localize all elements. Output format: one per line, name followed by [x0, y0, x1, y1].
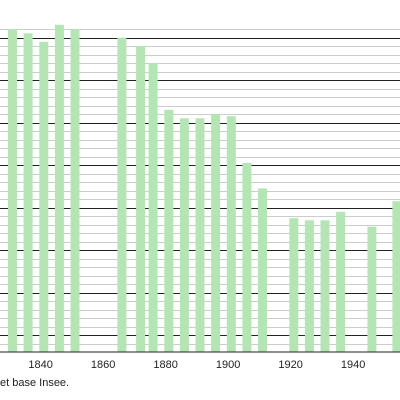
bar-1954: [392, 201, 400, 352]
bar-1876: [148, 63, 158, 352]
bar-1946: [367, 226, 377, 352]
x-tick-label: 1940: [341, 359, 365, 371]
bar-1921: [289, 218, 299, 352]
x-tick-label: 1840: [28, 359, 52, 371]
bars: [8, 24, 400, 353]
bar-1901: [226, 116, 236, 352]
bar-1911: [258, 188, 267, 352]
bar-1836: [23, 33, 33, 353]
bar-1896: [211, 114, 221, 352]
bar-1891: [195, 118, 205, 352]
x-tick-label: 1900: [216, 359, 240, 371]
bar-1831: [8, 29, 17, 352]
bar-1931: [320, 220, 330, 352]
bar-1936: [336, 211, 346, 352]
source-note: et base Insee.: [0, 377, 70, 389]
bar-1926: [304, 220, 314, 352]
x-tick-labels: 1840186018801900192019401: [28, 359, 365, 371]
x-tick-label: 1880: [153, 359, 177, 371]
bar-1906: [242, 162, 252, 352]
bar-1851: [70, 29, 80, 352]
x-tick-label: 1860: [91, 359, 115, 371]
bar-1866: [117, 37, 127, 352]
bar-1846: [54, 24, 64, 353]
bar-1872: [136, 46, 146, 352]
bar-1841: [39, 41, 49, 353]
bar-1886: [179, 118, 189, 352]
x-tick-label: 1920: [278, 359, 302, 371]
bar-1881: [164, 109, 174, 352]
